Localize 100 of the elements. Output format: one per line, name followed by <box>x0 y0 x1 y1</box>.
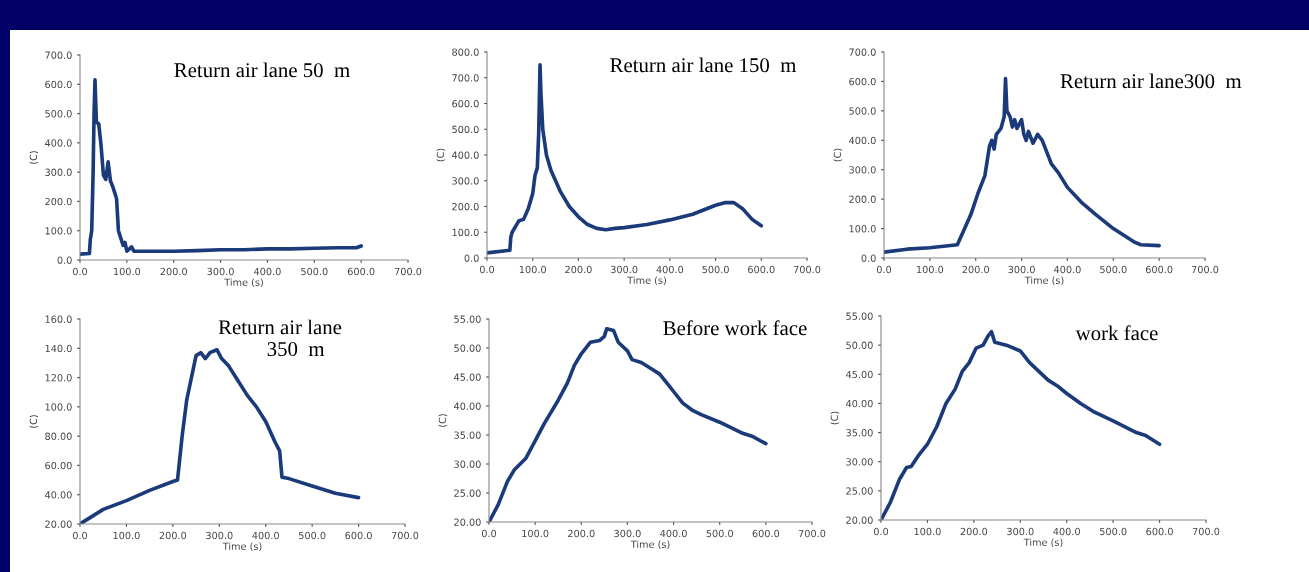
y-tick-label: 45.00 <box>846 370 873 379</box>
y-tick-label: 300.0 <box>452 177 479 185</box>
x-tick-label: 500.0 <box>706 529 733 538</box>
y-tick-label: 40.00 <box>45 491 72 499</box>
x-tick-label: 400.0 <box>1053 527 1080 536</box>
x-tick-label: 400.0 <box>656 265 684 274</box>
x-axis-title: Time (s) <box>630 540 670 550</box>
x-tick-label: 500.0 <box>1099 527 1127 536</box>
y-tick-label: 100.0 <box>45 403 72 411</box>
x-axis-title: Time (s) <box>627 276 666 286</box>
chart-title: Return air lane 150 m <box>610 57 797 73</box>
x-axis-title: Time (s) <box>222 542 262 552</box>
x-tick-label: 100.0 <box>917 265 944 274</box>
x-tick-label: 200.0 <box>568 529 595 538</box>
x-tick-label: 0.0 <box>873 527 889 536</box>
y-tick-label: 500.0 <box>45 110 72 118</box>
y-tick-label: 400.0 <box>849 136 876 145</box>
x-tick-label: 0.0 <box>876 265 892 274</box>
x-tick-label: 700.0 <box>391 531 419 540</box>
x-tick-label: 100.0 <box>114 267 141 276</box>
y-tick-label: 500.0 <box>849 107 876 115</box>
y-tick-label: 400.0 <box>452 151 479 159</box>
x-tick-label: 500.0 <box>301 267 328 276</box>
x-tick-label: 200.0 <box>159 531 187 540</box>
x-tick-label: 300.0 <box>1007 527 1034 536</box>
y-tick-label: 600.0 <box>45 80 72 89</box>
y-tick-label: 200.0 <box>849 195 876 203</box>
y-tick-label: 120.0 <box>45 374 72 382</box>
x-tick-label: 700.0 <box>798 529 826 538</box>
y-tick-label: 300.0 <box>849 166 876 174</box>
x-axis-title: Time (s) <box>1024 276 1064 286</box>
x-tick-label: 300.0 <box>614 529 641 538</box>
y-tick-label: 60.00 <box>45 461 72 470</box>
x-tick-label: 100.0 <box>914 527 941 536</box>
x-tick-label: 0.0 <box>72 267 88 276</box>
x-tick-label: 600.0 <box>347 267 375 276</box>
y-tick-label: 20.00 <box>454 518 481 526</box>
x-tick-label: 700.0 <box>1192 527 1220 536</box>
y-tick-label: 35.00 <box>454 431 481 439</box>
x-tick-label: 200.0 <box>565 265 592 274</box>
y-tick-label: 200.0 <box>452 202 479 211</box>
x-tick-label: 400.0 <box>252 531 279 540</box>
x-tick-label: 200.0 <box>160 267 187 276</box>
y-axis-title: (C) <box>438 414 448 427</box>
y-tick-label: 500.0 <box>452 125 479 134</box>
x-tick-label: 200.0 <box>962 265 989 274</box>
x-tick-label: 100.0 <box>113 531 140 540</box>
y-tick-label: 30.00 <box>846 458 873 466</box>
x-tick-label: 300.0 <box>610 265 638 274</box>
chart-title: Return air lane 50 m <box>174 62 350 78</box>
y-tick-label: 20.00 <box>45 520 72 528</box>
y-tick-label: 0.0 <box>57 256 72 264</box>
y-tick-label: 40.00 <box>454 402 481 410</box>
x-tick-label: 300.0 <box>207 267 234 276</box>
y-tick-label: 0.0 <box>861 254 876 262</box>
x-tick-label: 600.0 <box>345 531 372 540</box>
x-tick-label: 700.0 <box>394 267 422 276</box>
y-tick-label: 55.00 <box>846 312 873 320</box>
y-tick-label: 700.0 <box>849 48 876 56</box>
y-tick-label: 700.0 <box>45 51 72 59</box>
y-tick-label: 600.0 <box>849 77 876 86</box>
x-tick-label: 100.0 <box>522 529 549 538</box>
y-tick-label: 600.0 <box>452 99 479 108</box>
x-tick-label: 700.0 <box>793 265 821 274</box>
y-axis-title: (C) <box>29 415 39 428</box>
y-tick-label: 25.00 <box>454 489 481 497</box>
x-tick-label: 700.0 <box>1191 265 1219 274</box>
x-tick-label: 500.0 <box>702 265 729 274</box>
y-tick-label: 800.0 <box>452 48 479 56</box>
y-tick-label: 55.00 <box>454 315 481 323</box>
y-tick-label: 300.0 <box>45 168 72 176</box>
x-tick-label: 400.0 <box>253 267 281 276</box>
y-tick-label: 0.0 <box>464 254 479 262</box>
y-tick-label: 35.00 <box>846 429 873 437</box>
y-axis-title: (C) <box>833 148 843 162</box>
y-tick-label: 100.0 <box>45 227 72 235</box>
y-tick-label: 25.00 <box>846 487 873 495</box>
x-tick-label: 600.0 <box>748 265 775 274</box>
y-tick-label: 700.0 <box>452 74 479 82</box>
x-tick-label: 200.0 <box>960 527 988 536</box>
x-tick-label: 500.0 <box>298 531 326 540</box>
x-tick-label: 500.0 <box>1100 265 1127 274</box>
x-axis-title: Time (s) <box>1023 538 1063 548</box>
x-tick-label: 0.0 <box>481 529 497 538</box>
y-tick-label: 140.0 <box>45 344 72 353</box>
chart-title: work face <box>1075 325 1158 341</box>
y-tick-label: 100.0 <box>452 228 479 237</box>
x-tick-label: 0.0 <box>479 265 495 274</box>
chart-title: Return air lane 350 m <box>218 319 342 357</box>
text: Return air lane300 m <box>1060 73 1242 89</box>
y-tick-label: 160.0 <box>45 315 72 323</box>
y-tick-label: 100.0 <box>849 225 876 233</box>
y-tick-label: 200.0 <box>45 197 72 206</box>
y-tick-label: 80.00 <box>45 432 72 440</box>
x-tick-label: 600.0 <box>1146 527 1173 536</box>
y-tick-label: 40.00 <box>846 399 873 408</box>
x-tick-label: 600.0 <box>752 529 780 538</box>
y-tick-label: 45.00 <box>454 373 481 381</box>
x-tick-label: 300.0 <box>1008 265 1035 274</box>
x-tick-label: 100.0 <box>519 265 546 274</box>
